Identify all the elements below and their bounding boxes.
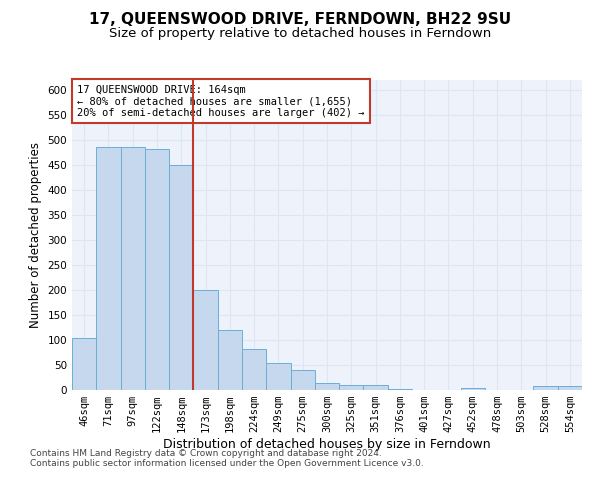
Bar — [72, 338, 96, 390]
Bar — [388, 388, 412, 390]
Text: 17, QUEENSWOOD DRIVE, FERNDOWN, BH22 9SU: 17, QUEENSWOOD DRIVE, FERNDOWN, BH22 9SU — [89, 12, 511, 28]
Bar — [315, 382, 339, 390]
Bar — [145, 148, 169, 390]
Bar — [558, 386, 582, 390]
X-axis label: Distribution of detached houses by size in Ferndown: Distribution of detached houses by size … — [163, 438, 491, 451]
Bar — [533, 386, 558, 390]
Text: 17 QUEENSWOOD DRIVE: 164sqm
← 80% of detached houses are smaller (1,655)
20% of : 17 QUEENSWOOD DRIVE: 164sqm ← 80% of det… — [77, 84, 365, 118]
Bar — [193, 290, 218, 390]
Bar — [218, 330, 242, 390]
Text: Contains public sector information licensed under the Open Government Licence v3: Contains public sector information licen… — [30, 458, 424, 468]
Y-axis label: Number of detached properties: Number of detached properties — [29, 142, 42, 328]
Bar — [290, 370, 315, 390]
Bar — [96, 146, 121, 390]
Bar — [266, 362, 290, 390]
Text: Size of property relative to detached houses in Ferndown: Size of property relative to detached ho… — [109, 28, 491, 40]
Bar — [242, 348, 266, 390]
Bar — [169, 165, 193, 390]
Bar — [364, 385, 388, 390]
Bar — [121, 146, 145, 390]
Text: Contains HM Land Registry data © Crown copyright and database right 2024.: Contains HM Land Registry data © Crown c… — [30, 448, 382, 458]
Bar — [461, 388, 485, 390]
Bar — [339, 385, 364, 390]
